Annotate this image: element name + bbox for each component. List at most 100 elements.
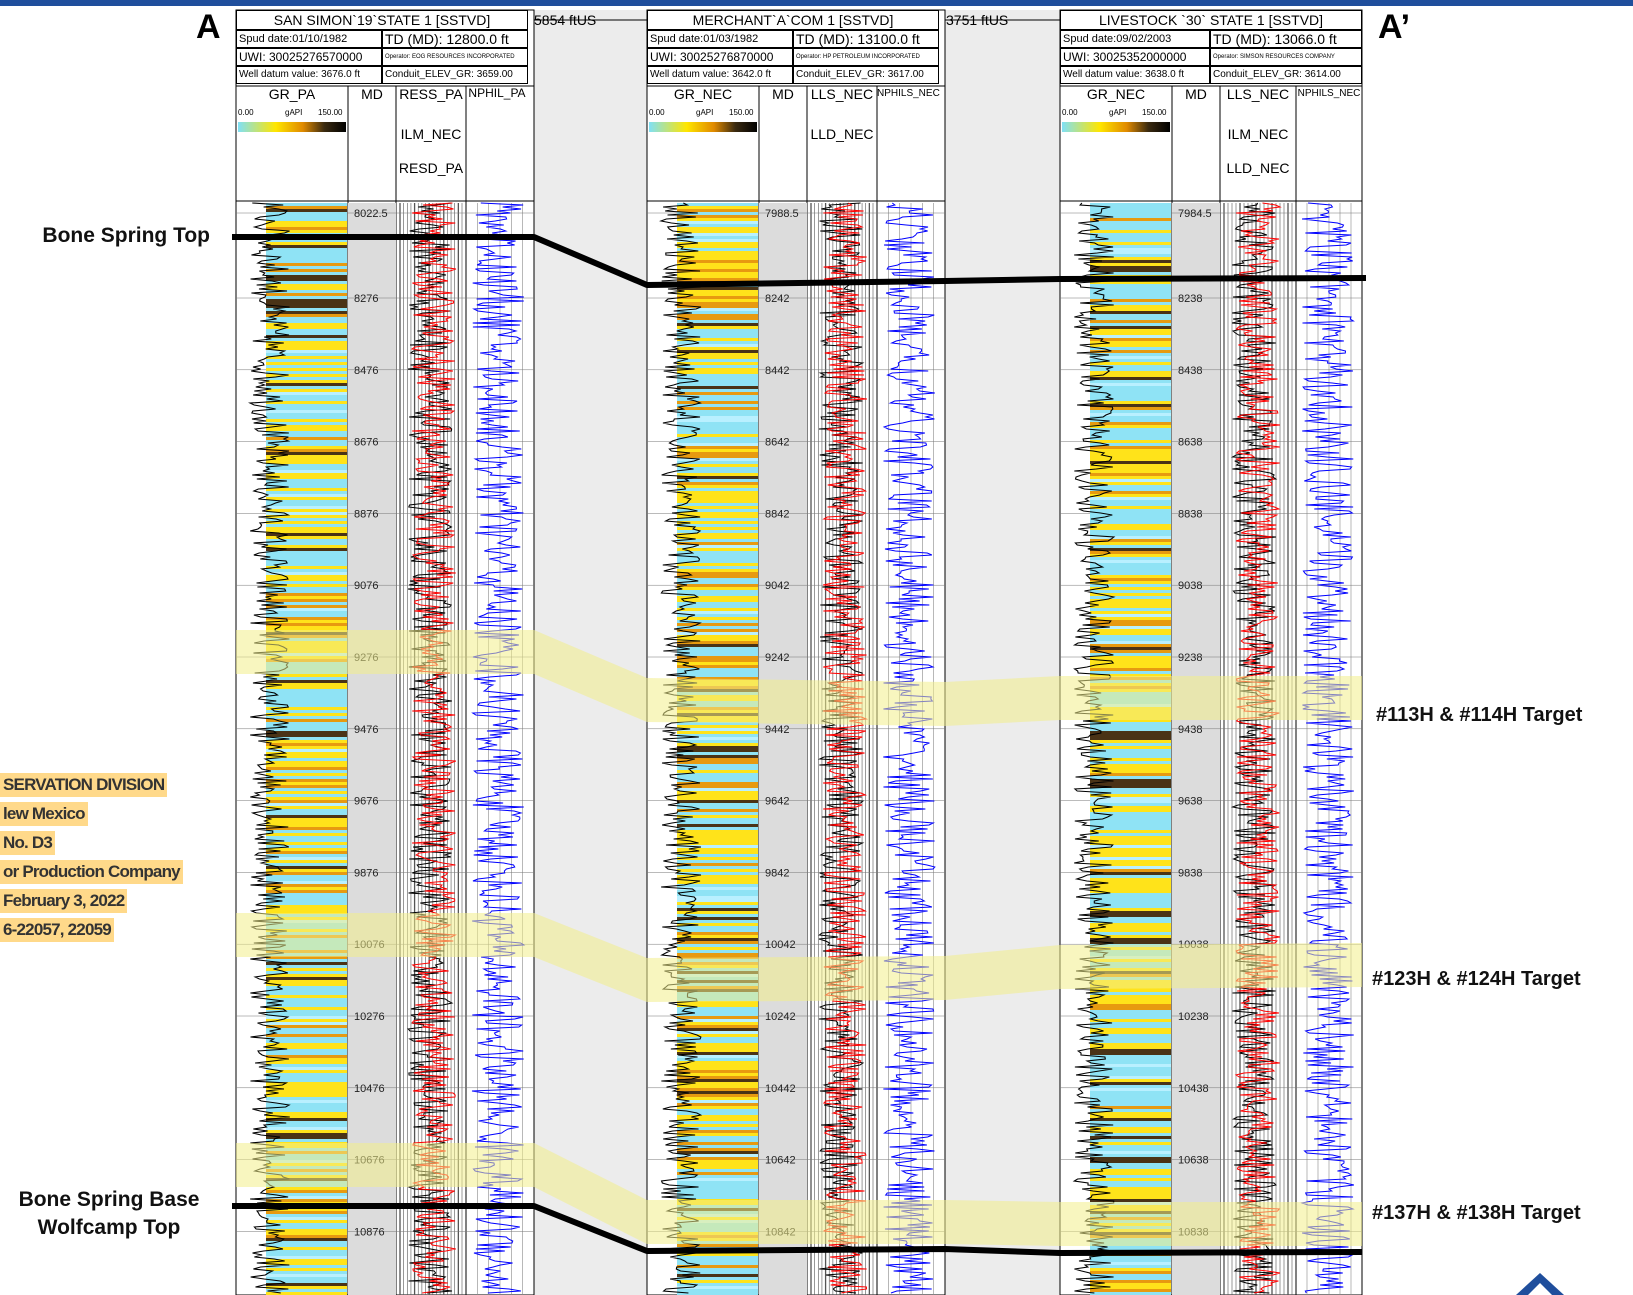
well-2-gr-fill: [677, 548, 758, 551]
well-2-gr-fill: [677, 407, 758, 410]
well-2-gr-fill: [677, 1031, 758, 1034]
well-3-gr-fill: [1090, 473, 1171, 476]
well-3-gr-fill: [1090, 1076, 1171, 1079]
well-1-gr-fill: [266, 455, 347, 458]
well-2-gr-fill: [677, 293, 758, 296]
well-1-md-track: [348, 203, 396, 1295]
well-3-gr-fill: [1090, 335, 1171, 338]
well-3-gr-fill: [1090, 872, 1171, 875]
well-3-gr-fill: [1090, 323, 1171, 326]
well-1-gr-fill: [266, 239, 347, 242]
well-1-gr-fill: [266, 839, 347, 842]
well-2-gr-fill: [677, 278, 758, 281]
well-3-gr-fill: [1090, 251, 1171, 254]
well-3-gr-fill: [1090, 773, 1171, 776]
well-2-gr-fill: [677, 1277, 758, 1280]
well-3-gr-fill: [1090, 638, 1171, 641]
well-1-gr-fill: [266, 815, 347, 818]
well-2-gr-fill: [677, 821, 758, 824]
well-3-gr-fill: [1090, 551, 1171, 554]
well-3-gr-fill: [1090, 1004, 1171, 1007]
well-1-md-label: MD: [361, 86, 383, 102]
well-1-gr-fill: [266, 962, 347, 965]
well-2-gr-fill: [677, 554, 758, 557]
well-1-gr-fill: [266, 341, 347, 344]
well-3-gr-fill: [1090, 1154, 1171, 1157]
well-2-gr-fill: [677, 842, 758, 845]
well-2-gr-fill: [677, 515, 758, 518]
well-2-gr-scale-bar: [649, 122, 757, 132]
well-3-depth-label: 9238: [1178, 652, 1202, 664]
well-1-gr-fill: [266, 437, 347, 440]
well-2-gr-fill: [677, 1262, 758, 1265]
well-3-gr-fill: [1090, 605, 1171, 608]
target-label-137h-138h: #137H & #138H Target: [1372, 1202, 1581, 1224]
well-2-gr-fill: [677, 344, 758, 347]
well-1-gr-fill: [266, 398, 347, 401]
well-1-gr-fill: [266, 587, 347, 590]
well-3-operator: Operator: SIMSON RESOURCES COMPANY: [1210, 48, 1362, 66]
well-2-gr-fill: [677, 1256, 758, 1259]
well-1-gr-fill: [266, 389, 347, 392]
well-1-gr-fill: [266, 482, 347, 485]
well-2-gr-fill: [677, 1124, 758, 1127]
well-1-gr-fill: [266, 902, 347, 905]
well-2-gr-fill: [677, 215, 758, 218]
well-2-gr-fill: [677, 512, 758, 515]
well-3-gr-fill: [1090, 1280, 1171, 1283]
well-1-resistivity-curve: [410, 202, 457, 1294]
well-2-depth-label: 9642: [765, 796, 789, 808]
well-3-gr-fill: [1090, 497, 1171, 500]
well-1-gr-fill: [266, 263, 347, 266]
well-2-md-track: [759, 203, 807, 1295]
well-2-res-track-1: LLS_NEC: [810, 86, 874, 102]
well-1-gr-fill: [266, 1094, 347, 1097]
well-1-gr-fill: [266, 1010, 347, 1013]
well-2-gr-fill: [677, 539, 758, 542]
well-3-gr-fill: [1090, 779, 1171, 782]
well-3-gr-fill: [1090, 470, 1171, 473]
well-3-gr-fill: [1090, 590, 1171, 593]
well-3-gr-fill: [1090, 506, 1171, 509]
well-2-gr-fill: [677, 1034, 758, 1037]
well-1-gr-fill: [266, 716, 347, 719]
well-3-gr-fill: [1090, 734, 1171, 737]
well-2-gr-fill: [677, 1142, 758, 1145]
exhibit-stamp-line-2: lew Mexico: [0, 802, 88, 826]
well-3-gr-fill: [1090, 230, 1171, 233]
well-2-gr-fill: [677, 221, 758, 224]
well-1-gr-fill: [266, 332, 347, 335]
well-3-gr-fill: [1090, 1103, 1171, 1106]
well-3-gr-fill: [1090, 308, 1171, 311]
well-3-gr-fill: [1090, 455, 1171, 458]
well-1-gr-fill: [266, 1268, 347, 1271]
well-1-gr-fill: [266, 1031, 347, 1034]
well-2-gr-fill: [677, 1160, 758, 1163]
well-1-gr-fill: [266, 419, 347, 422]
well-3-gr-fill: [1090, 665, 1171, 668]
well-1-gr-fill: [266, 1028, 347, 1031]
well-3-gr-fill: [1090, 839, 1171, 842]
well-1-gr-fill: [266, 992, 347, 995]
well-1-gr-fill: [266, 617, 347, 620]
well-3-gr-fill: [1090, 569, 1171, 572]
well-1-gr-fill: [266, 1235, 347, 1238]
well-2-gr-fill: [677, 833, 758, 836]
well-1-gr-fill: [266, 719, 347, 722]
well-3-res-track-3: LLD_NEC: [1226, 160, 1290, 176]
well-3-gr-fill: [1090, 836, 1171, 839]
well-2-gr-fill: [677, 476, 758, 479]
well-3-gr-fill: [1090, 647, 1171, 650]
well-2-gr-fill: [677, 827, 758, 830]
well-2-gr-fill: [677, 863, 758, 866]
well-3-gr-fill: [1090, 803, 1171, 806]
well-3-gr-fill: [1090, 1160, 1171, 1163]
well-3-gr-fill: [1090, 1178, 1171, 1181]
well-2-gr-fill: [677, 677, 758, 680]
well-1-gr-fill: [266, 344, 347, 347]
well-2-gr-fill: [677, 1061, 758, 1064]
well-1-conduit: Conduit_ELEV_GR: 3659.00: [382, 66, 528, 84]
target-label-123h-124h: #123H & #124H Target: [1372, 968, 1581, 990]
well-3-gr-fill: [1090, 479, 1171, 482]
well-1-datum: Well datum value: 3676.0 ft: [236, 66, 382, 84]
